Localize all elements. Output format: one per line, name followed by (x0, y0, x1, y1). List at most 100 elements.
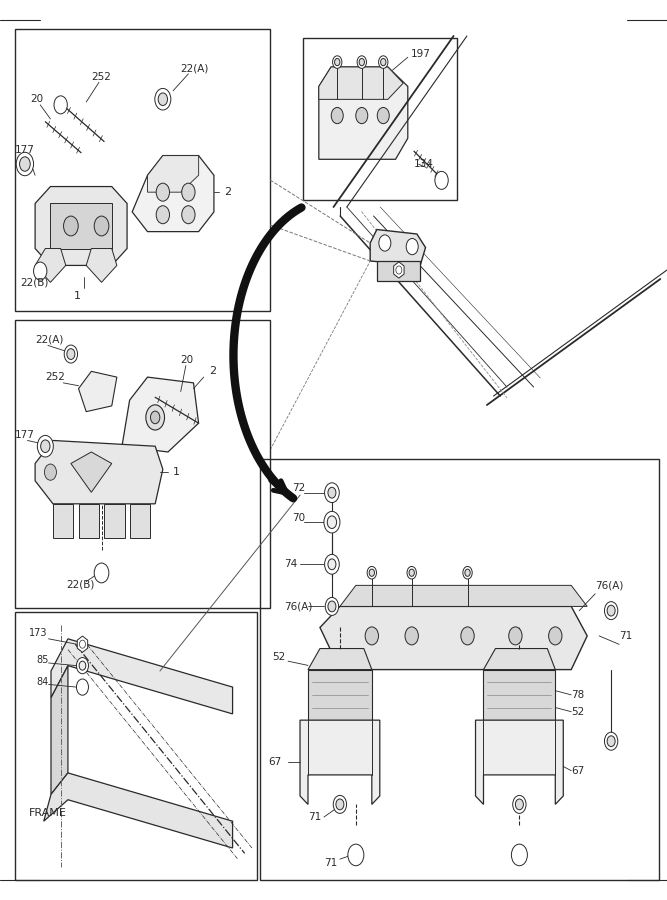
Polygon shape (147, 156, 199, 193)
Polygon shape (51, 203, 112, 248)
Text: 76(A): 76(A) (595, 580, 624, 590)
Polygon shape (484, 649, 556, 670)
Circle shape (357, 56, 366, 68)
Circle shape (509, 627, 522, 645)
Polygon shape (377, 261, 420, 281)
Circle shape (94, 563, 109, 583)
Circle shape (19, 157, 30, 171)
Polygon shape (86, 248, 117, 283)
Polygon shape (132, 156, 214, 231)
Circle shape (94, 216, 109, 236)
Text: 1: 1 (73, 292, 81, 302)
Text: 173: 173 (29, 628, 48, 638)
Circle shape (604, 601, 618, 619)
Circle shape (336, 799, 344, 810)
Bar (15, 320, 270, 608)
Circle shape (379, 56, 388, 68)
Circle shape (359, 58, 364, 66)
Polygon shape (44, 773, 233, 848)
Polygon shape (319, 67, 403, 99)
Circle shape (369, 569, 374, 576)
Text: 22(B): 22(B) (66, 580, 94, 590)
Bar (15, 612, 257, 880)
Circle shape (155, 88, 171, 110)
Text: 52: 52 (272, 652, 285, 662)
Circle shape (325, 482, 340, 502)
Circle shape (328, 559, 336, 570)
Circle shape (367, 566, 376, 579)
Text: 52: 52 (571, 706, 584, 716)
Polygon shape (484, 670, 556, 720)
Polygon shape (51, 666, 68, 795)
Text: 78: 78 (571, 690, 584, 700)
Circle shape (324, 511, 340, 533)
Circle shape (54, 96, 67, 114)
Text: 22(A): 22(A) (181, 63, 209, 73)
Polygon shape (370, 230, 426, 266)
Circle shape (396, 266, 402, 274)
Polygon shape (129, 504, 150, 538)
Circle shape (67, 348, 75, 359)
Polygon shape (476, 720, 563, 805)
Circle shape (461, 627, 474, 645)
Text: 252: 252 (91, 72, 111, 82)
Circle shape (378, 107, 390, 123)
Circle shape (181, 184, 195, 202)
Text: 67: 67 (268, 757, 281, 768)
Circle shape (348, 844, 364, 866)
Text: 197: 197 (411, 49, 431, 59)
Circle shape (549, 627, 562, 645)
Text: 74: 74 (284, 559, 297, 570)
Circle shape (335, 58, 340, 66)
Text: 67: 67 (571, 766, 584, 776)
Circle shape (331, 107, 344, 123)
Circle shape (409, 569, 414, 576)
Circle shape (513, 796, 526, 814)
Circle shape (356, 107, 368, 123)
Circle shape (334, 796, 347, 814)
Circle shape (607, 605, 615, 616)
Polygon shape (79, 372, 117, 411)
Text: 71: 71 (324, 859, 338, 868)
Circle shape (379, 235, 391, 251)
Polygon shape (71, 452, 112, 492)
Polygon shape (340, 585, 587, 607)
Text: 2: 2 (224, 187, 231, 197)
Text: 252: 252 (45, 372, 65, 382)
Text: 70: 70 (292, 513, 305, 523)
Circle shape (37, 436, 53, 457)
Circle shape (79, 640, 85, 648)
Circle shape (381, 58, 386, 66)
Circle shape (327, 516, 337, 528)
Bar (260, 459, 659, 880)
Polygon shape (394, 262, 404, 278)
Polygon shape (104, 504, 125, 538)
Circle shape (604, 733, 618, 751)
Circle shape (435, 171, 448, 189)
Polygon shape (79, 504, 99, 538)
Text: 22(A): 22(A) (35, 335, 63, 345)
Circle shape (156, 206, 169, 224)
Circle shape (407, 566, 416, 579)
Circle shape (41, 440, 50, 453)
Circle shape (156, 184, 169, 202)
Circle shape (33, 262, 47, 280)
Circle shape (405, 627, 418, 645)
Circle shape (158, 93, 167, 105)
Circle shape (63, 216, 78, 236)
Circle shape (512, 844, 528, 866)
Circle shape (406, 238, 418, 255)
Circle shape (325, 598, 339, 616)
Text: 72: 72 (292, 483, 305, 493)
Polygon shape (122, 377, 199, 452)
Circle shape (463, 566, 472, 579)
Circle shape (516, 799, 524, 810)
Polygon shape (51, 639, 233, 714)
Circle shape (328, 601, 336, 612)
Text: 22(B): 22(B) (20, 277, 48, 287)
Polygon shape (35, 248, 66, 283)
Circle shape (465, 569, 470, 576)
Circle shape (151, 411, 160, 424)
Polygon shape (35, 186, 127, 266)
Circle shape (64, 345, 77, 363)
